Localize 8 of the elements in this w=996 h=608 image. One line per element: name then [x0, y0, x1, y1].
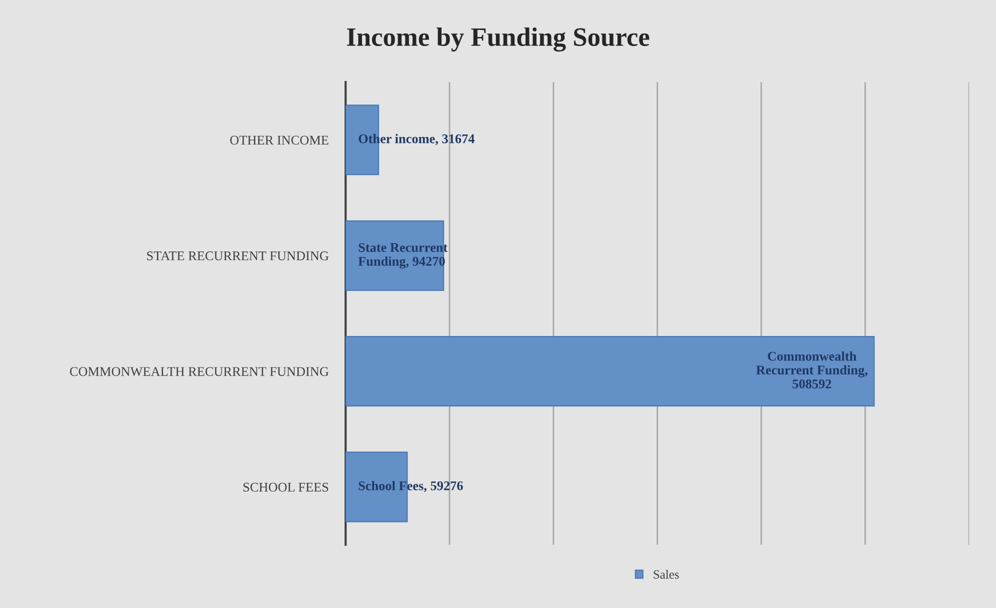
y-tick-label: SCHOOL FEES [243, 482, 328, 492]
bar [346, 336, 875, 407]
y-tick-label: COMMONWEALTH RECURRENT FUNDING [70, 367, 329, 376]
y-tick-label: STATE RECURRENT FUNDING [147, 251, 329, 260]
y-tick-label: OTHER INCOME [230, 136, 328, 145]
chart-title: Income by Funding Source [347, 27, 650, 52]
legend-label: Sales [654, 570, 679, 579]
data-label: Commonwealth Recurrent Funding, 508592 [756, 351, 868, 388]
